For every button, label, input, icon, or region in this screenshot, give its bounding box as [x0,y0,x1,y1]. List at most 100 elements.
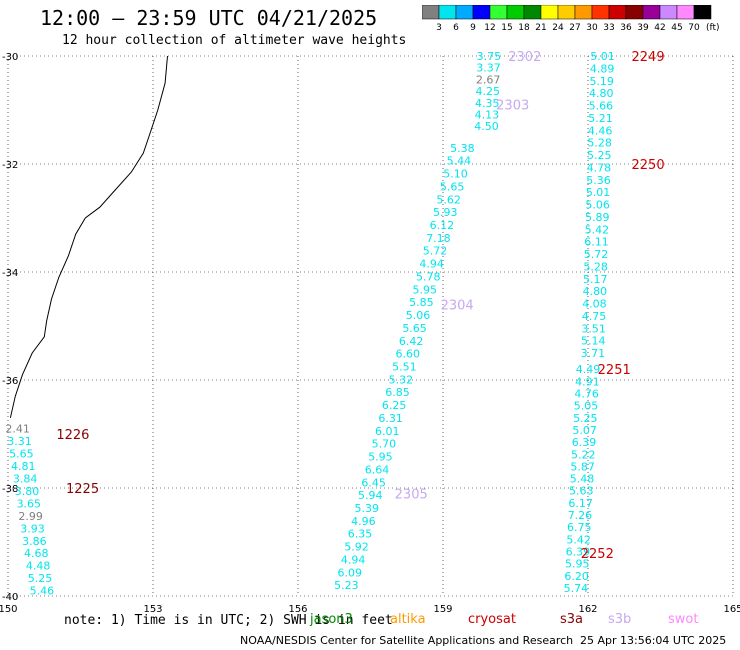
wave-height-value: 2.99 [18,510,43,523]
scale-tick-label: 9 [470,23,476,33]
chart-title: 12:00 — 23:59 UTC 04/21/2025 [40,6,378,30]
satellite-legend-item: cryosat [468,612,516,627]
scale-tick-label: 36 [620,23,632,33]
track-time-label: 2249 [632,50,665,65]
wave-height-value: 5.74 [564,582,589,595]
wave-height-value: 5.93 [433,206,458,219]
wave-height-value: 5.65 [440,180,465,193]
wave-height-value: 5.87 [570,460,595,473]
wave-height-value: 6.45 [361,476,386,489]
wave-height-value: 7.18 [426,232,451,245]
wave-height-value: 4.08 [582,298,607,311]
wave-height-value: 5.62 [436,193,461,206]
track-time-label: 2305 [395,487,428,502]
wave-height-value: 3.65 [17,497,42,510]
wave-height-value: 6.17 [568,497,593,510]
y-tick-label: -40 [2,592,18,603]
wave-height-value: 5.21 [588,112,613,125]
wave-height-value: 4.78 [587,161,612,174]
x-tick-label: 165 [723,604,740,612]
wave-height-value: 5.48 [570,473,595,486]
wave-height-value: 5.28 [587,137,612,150]
scale-tick-label: 45 [671,23,682,33]
wave-height-value: 2.67 [476,73,501,86]
wave-height-value: 4.48 [26,560,51,573]
wave-height-value: 5.01 [590,50,615,63]
scale-tick-label: 21 [535,23,546,33]
wave-height-value: 4.94 [341,553,366,566]
wave-height-value: 3.37 [476,62,501,75]
wave-height-value: 5.72 [423,245,448,258]
wave-height-value: 5.78 [416,270,441,283]
wave-height-value: 4.13 [475,109,500,122]
track-time-label: 1226 [56,428,89,443]
wave-height-value: 4.94 [419,258,444,271]
footer-note: note: 1) Time is in UTC; 2) SWH is in fe… [64,613,393,628]
wave-height-value: 5.28 [583,260,608,273]
wave-height-value: 6.12 [430,219,455,232]
satellite-legend-item: s3a [560,612,584,627]
wave-height-value: 5.94 [358,489,383,502]
satellite-legend-item: s3b [608,612,632,627]
wave-height-value: 5.92 [344,541,369,554]
wave-height-value: 6.01 [375,425,400,438]
color-scale-legend: 3 6 9 12 15 18 21 24 27 30 33 36 39 42 45 70 (ft) [422,5,720,33]
wave-height-value: 5.70 [372,438,397,451]
wave-height-value: 5.01 [586,186,611,199]
wave-height-value: 4.76 [574,388,599,401]
x-tick-label: 156 [288,604,307,612]
wave-height-value: 5.95 [565,558,590,571]
y-tick-label: -38 [2,484,18,495]
wave-height-value: 4.80 [589,87,614,100]
wave-height-value: 3.51 [581,322,606,335]
wave-height-value: 5.25 [573,412,598,425]
wave-height-value: 5.06 [406,309,431,322]
wave-height-value: 5.05 [574,400,599,413]
wave-height-value: 5.14 [581,335,606,348]
y-tick-label: -36 [2,376,18,387]
wave-height-value: 5.85 [409,296,434,309]
wave-height-value: 6.39 [572,436,597,449]
y-tick-label: -30 [2,52,18,63]
scale-unit: (ft) [706,23,720,33]
scale-tick-label: 6 [453,23,459,33]
footer-credit: NOAA/NESDIS Center for Satellite Applica… [240,634,574,647]
wave-height-value: 4.50 [474,120,499,133]
wave-height-value: 4.68 [24,547,49,560]
wave-height-value: 5.22 [571,448,596,461]
scale-tick-label: 27 [569,23,580,33]
wave-height-value: 5.39 [355,502,380,515]
wave-height-value: 5.65 [402,322,427,335]
scale-tick-label: 30 [586,23,598,33]
wave-height-value: 6.60 [395,348,420,361]
wave-height-value: 5.36 [586,174,611,187]
wave-height-value: 4.46 [588,124,613,137]
x-tick-label: 150 [0,604,18,612]
x-tick-label: 162 [578,604,597,612]
wave-height-value: 3.80 [15,485,40,498]
wave-height-value: 3.71 [581,347,606,360]
wave-height-value: 6.31 [378,412,403,425]
wave-height-value: 3.84 [13,472,38,485]
wave-height-value: 4.25 [475,85,500,98]
wave-height-value: 3.75 [477,50,502,63]
wave-height-value: 5.63 [569,485,594,498]
scale-tick-label: 24 [552,23,564,33]
wave-height-value: 4.81 [11,460,36,473]
track-time-label: 2302 [508,50,541,65]
y-tick-label: -34 [2,268,18,279]
scale-tick-label: 39 [637,23,649,33]
track-time-label: 2304 [441,298,474,313]
scale-tick-label: 3 [436,23,442,33]
scale-tick-label: 70 [688,23,700,33]
scale-swatch [693,5,712,20]
wave-height-value: 5.23 [334,579,359,592]
satellite-legend-item: altika [390,612,426,627]
coastline [9,55,168,418]
x-tick-label: 153 [143,604,162,612]
track-time-label: 2252 [581,547,614,562]
track-time-label: 2250 [632,158,665,173]
wave-height-value: 6.25 [382,399,407,412]
wave-height-value: 5.19 [589,75,614,88]
wave-height-value: 6.42 [399,335,424,348]
